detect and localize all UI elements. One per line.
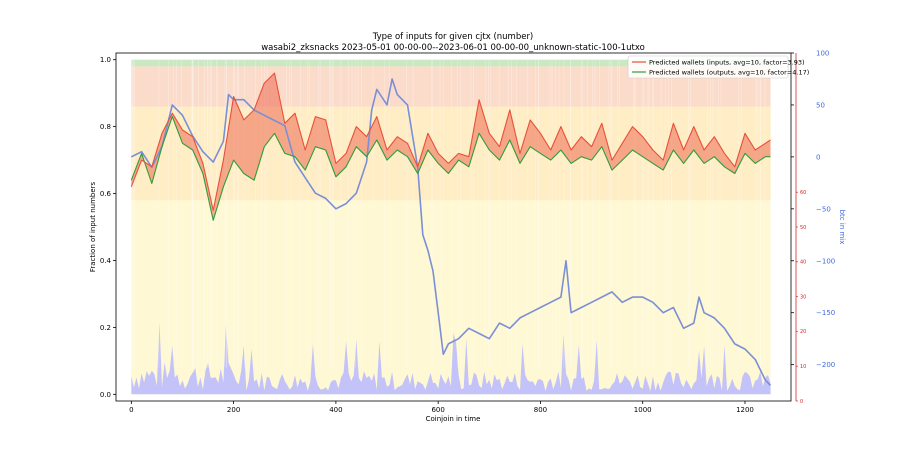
legend-box (627, 55, 789, 79)
x-axis-label: Coinjoin in time (426, 415, 481, 423)
plot-frame (115, 52, 792, 402)
y-tick-label: 0.4 (100, 257, 112, 265)
y2-tick-label: 0 (816, 153, 820, 161)
x-tick-label: 0 (129, 406, 133, 414)
x-tick-label: 600 (431, 406, 444, 414)
y2-axis-label: btc in mix (838, 210, 846, 245)
y-tick-label: 0.0 (100, 391, 111, 399)
series-layer (130, 72, 772, 386)
legend-label-inputs: Predicted wallets (inputs, avg=10, facto… (649, 59, 805, 67)
y3-tick-label: 0 (800, 399, 803, 405)
axes: 0 200 400 600 800 1000 12000.00.20.40.60.81.01… (100, 50, 835, 415)
chart-title: Type of inputs for given cjtx (number) (372, 32, 534, 42)
series-line-inputs (130, 72, 771, 211)
y3-tick-label: 60 (800, 190, 806, 196)
y2-tick-label: −200 (816, 361, 835, 369)
x-tick-label: 400 (329, 406, 342, 414)
legend: Predicted wallets (inputs, avg=10, facto… (627, 55, 809, 79)
y2-tick-label: −100 (816, 257, 835, 265)
series-line-btc (130, 78, 772, 386)
y2-tick-label: 100 (816, 50, 829, 58)
x-tick-label: 200 (227, 406, 240, 414)
y-tick-label: 0.2 (100, 324, 111, 332)
y2-tick-label: −50 (816, 205, 831, 213)
band-green-top (131, 59, 771, 67)
y2-tick-label: −150 (816, 309, 835, 317)
band-mid (131, 106, 771, 201)
legend-label-outputs: Predicted wallets (outputs, avg=10, fact… (649, 69, 809, 77)
y-axis-label: Fraction of input numbers (89, 181, 97, 272)
y3-tick-label: 40 (800, 260, 806, 266)
band-blue-bottom (131, 322, 771, 395)
x-tick-label: 1200 (736, 406, 754, 414)
fill-between-series (131, 73, 771, 221)
series-line-outputs (130, 116, 771, 221)
band-base (131, 59, 771, 395)
y-tick-label: 1.0 (100, 56, 111, 64)
y2-tick-label: 50 (816, 101, 825, 109)
y3-tick-label: 10 (800, 364, 806, 370)
x-tick-label: 1000 (634, 406, 652, 414)
x-tick-label: 800 (534, 406, 547, 414)
y3-tick-label: 50 (800, 225, 806, 231)
y3-tick-label: 30 (800, 294, 806, 300)
chart-subtitle: wasabi2_zksnacks 2023-05-01 00-00-00--20… (261, 43, 645, 53)
y3-tick-label: 20 (800, 329, 806, 335)
y-tick-label: 0.8 (100, 123, 111, 131)
y-tick-label: 0.6 (100, 190, 112, 198)
